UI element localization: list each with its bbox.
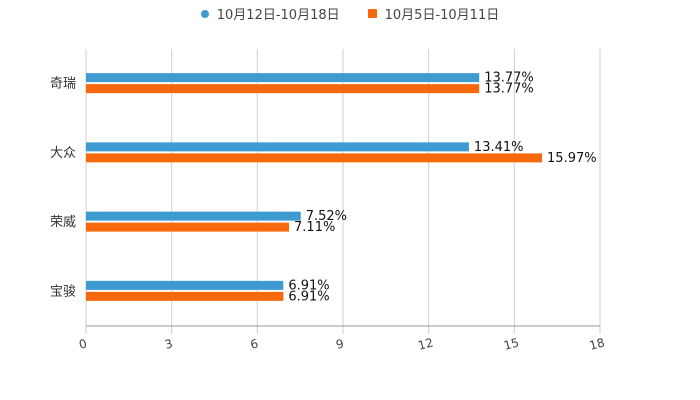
bar-s1-2 xyxy=(86,211,301,221)
legend-item-series-1[interactable]: 10月12日-10月18日 xyxy=(200,4,340,23)
data-label-s2-2: 7.11% xyxy=(294,220,335,235)
data-label-s1-3: 6.91% xyxy=(288,278,329,293)
x-tick-label-2: 6 xyxy=(249,336,260,352)
category-label-3: 宝骏 xyxy=(50,284,76,299)
bar-s2-3 xyxy=(86,291,284,301)
bar-s1-1 xyxy=(86,142,469,152)
legend-marker-series-1 xyxy=(200,9,209,18)
data-label-s2-1: 15.97% xyxy=(547,151,597,166)
category-label-1: 大众 xyxy=(50,146,76,161)
legend: 10月12日-10月18日 10月5日-10月11日 xyxy=(0,4,700,23)
x-tick-label-4: 12 xyxy=(416,335,434,352)
data-label-s2-3: 6.91% xyxy=(288,289,329,304)
legend-item-series-2[interactable]: 10月5日-10月11日 xyxy=(367,4,500,23)
data-label-s1-0: 13.77% xyxy=(484,71,534,86)
category-label-0: 奇瑞 xyxy=(50,76,76,92)
x-tick-label-1: 3 xyxy=(163,336,174,352)
bar-s1-3 xyxy=(86,280,284,290)
x-tick-label-0: 0 xyxy=(77,336,88,352)
x-tick-label-3: 9 xyxy=(334,336,345,352)
bar-s2-0 xyxy=(86,84,480,94)
bar-s2-1 xyxy=(86,153,543,163)
data-label-s1-1: 13.41% xyxy=(474,140,524,155)
legend-label-series-2: 10月5日-10月11日 xyxy=(384,8,500,23)
category-label-2: 荣威 xyxy=(50,215,76,230)
x-tick-label-6: 18 xyxy=(588,335,606,352)
data-label-s2-0: 13.77% xyxy=(484,82,534,97)
legend-label-series-1: 10月12日-10月18日 xyxy=(216,8,340,23)
data-label-s1-2: 7.52% xyxy=(306,209,347,224)
bar-s1-0 xyxy=(86,73,480,83)
bar-s2-2 xyxy=(86,222,290,232)
legend-marker-series-2 xyxy=(367,9,377,18)
x-tick-label-5: 15 xyxy=(502,335,520,352)
